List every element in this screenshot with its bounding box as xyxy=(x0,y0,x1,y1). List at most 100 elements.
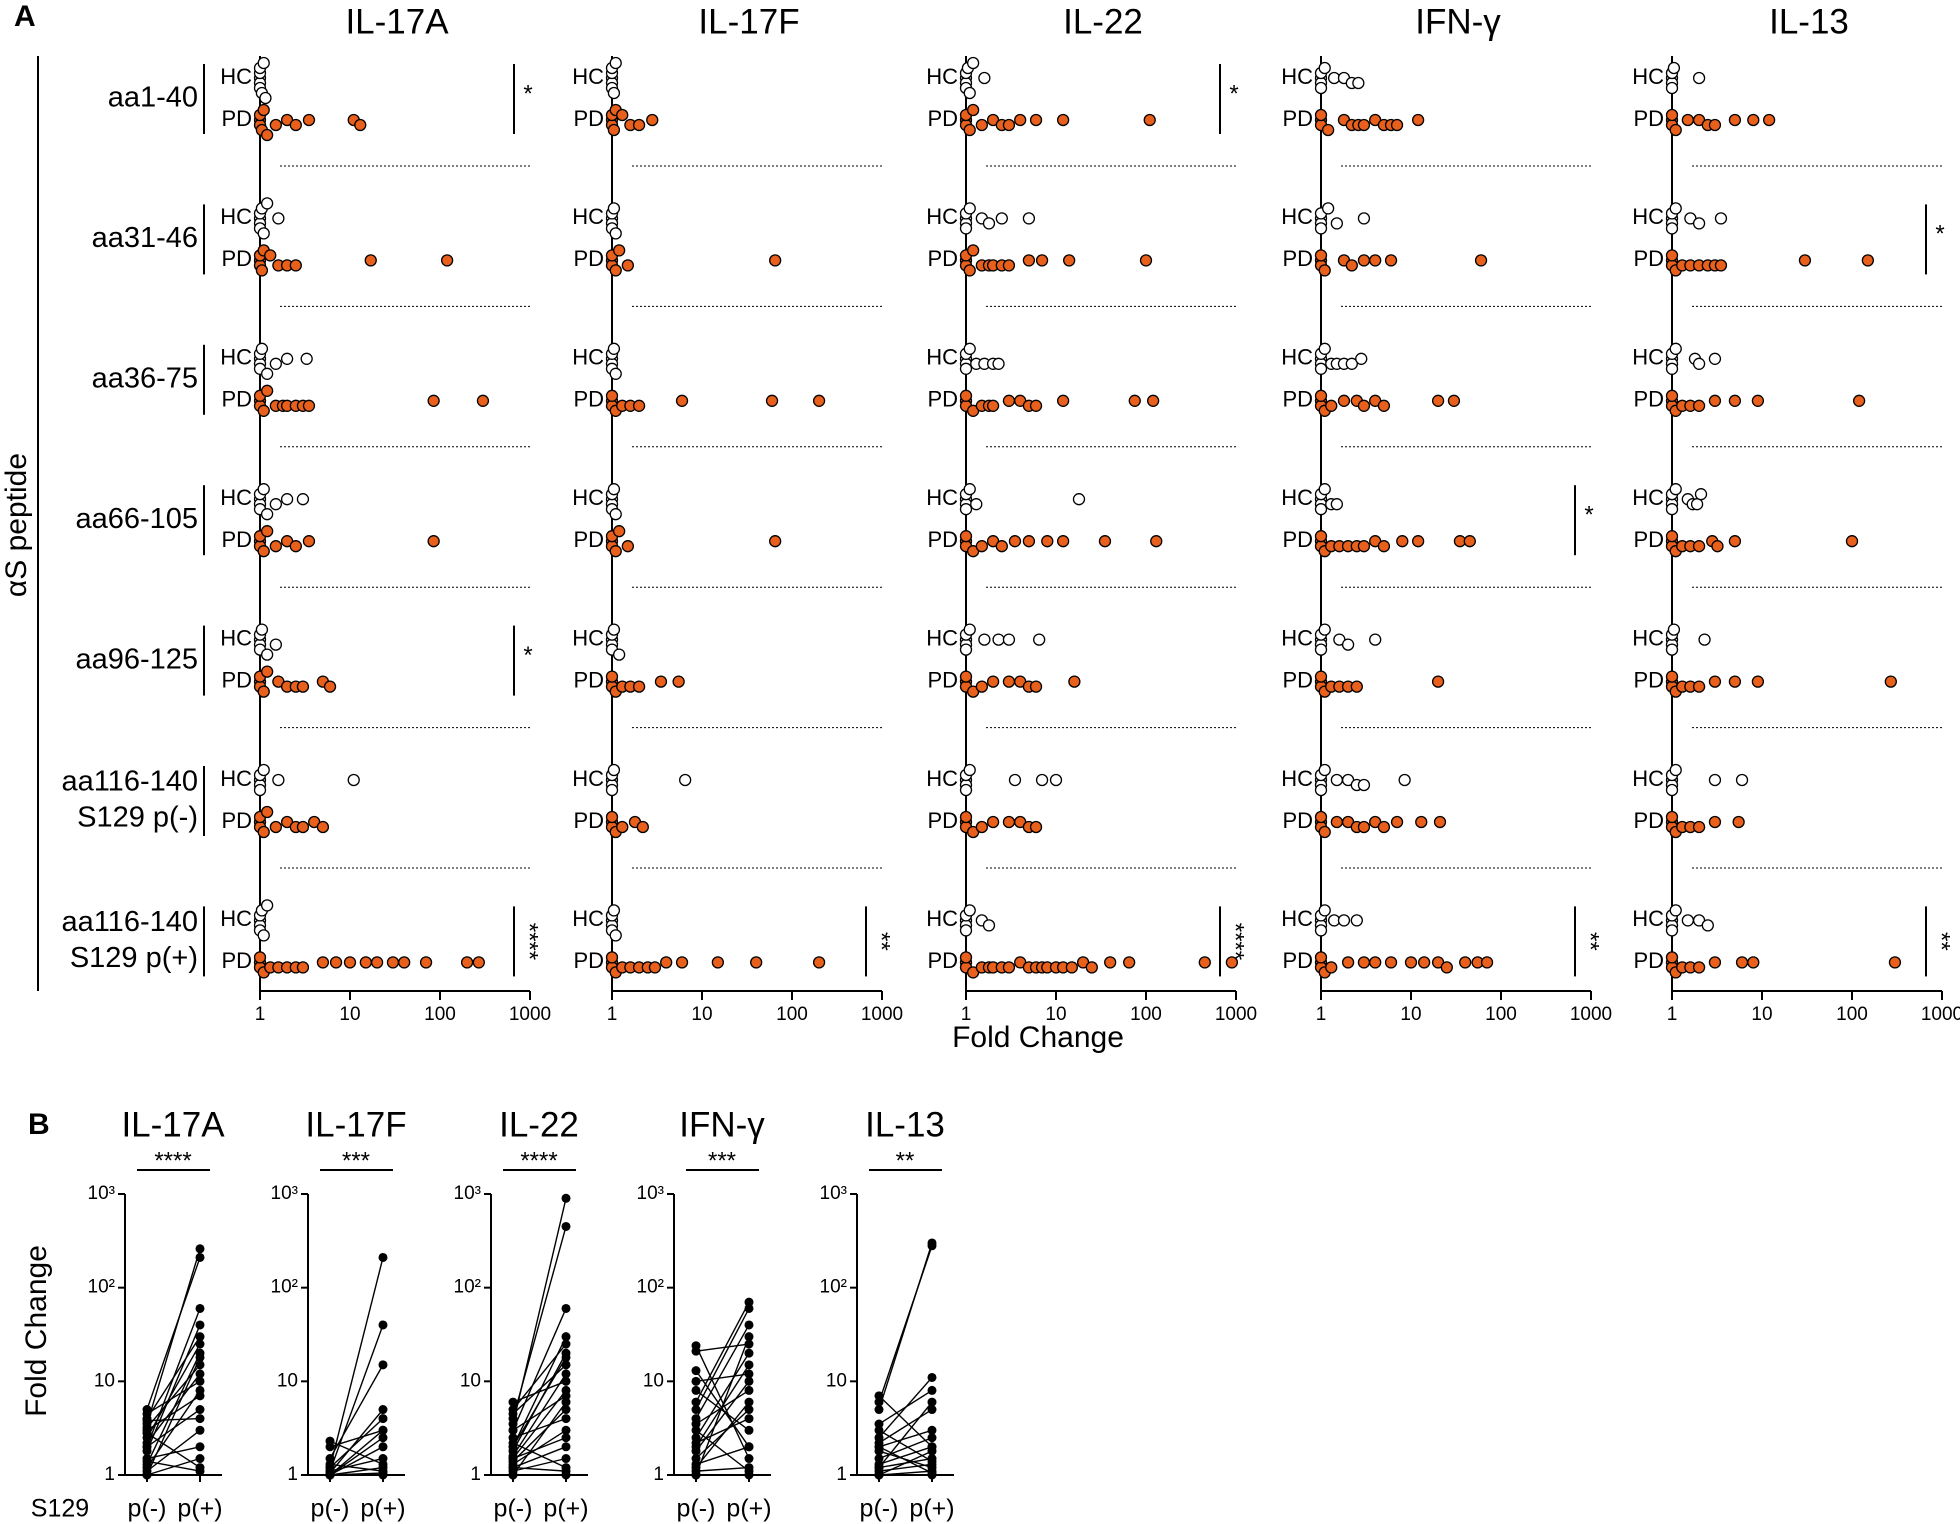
data-point xyxy=(927,1433,937,1443)
data-point xyxy=(648,961,662,974)
x-tick-label: 1000 xyxy=(1921,1004,1960,1025)
data-point xyxy=(621,259,634,272)
data-point xyxy=(1728,113,1742,127)
data-point xyxy=(316,820,330,834)
data-point xyxy=(508,1425,518,1435)
y-tick-label: 10³ xyxy=(454,1183,481,1204)
data-point xyxy=(343,956,357,969)
group-label: HC xyxy=(572,485,604,510)
data-point xyxy=(359,956,372,969)
data-point xyxy=(1002,815,1016,829)
data-point xyxy=(195,1360,205,1370)
data-point xyxy=(612,244,626,257)
x-tick-label: p(-) xyxy=(128,1495,167,1523)
group-label: PD xyxy=(573,246,604,271)
data-point xyxy=(874,1442,884,1452)
group-label: HC xyxy=(220,766,252,791)
pair-line xyxy=(695,1352,750,1439)
data-point xyxy=(378,1405,388,1415)
y-tick-label: 10² xyxy=(271,1277,298,1298)
group-label: HC xyxy=(1632,485,1664,510)
data-point xyxy=(195,1332,205,1342)
data-point xyxy=(1350,680,1363,693)
group-label: PD xyxy=(1282,387,1313,412)
group-label: HC xyxy=(220,906,252,931)
data-point xyxy=(195,1442,205,1452)
y-tick-label: 10³ xyxy=(88,1183,115,1204)
group-label: PD xyxy=(927,667,958,692)
data-point xyxy=(1735,956,1749,969)
data-point xyxy=(1128,394,1141,407)
data-point xyxy=(744,1369,754,1379)
data-point xyxy=(296,820,310,834)
data-point xyxy=(874,1391,884,1401)
data-point xyxy=(1139,254,1153,267)
data-point xyxy=(195,1303,205,1313)
significance-label: * xyxy=(1229,80,1238,107)
group-label: PD xyxy=(1282,106,1313,131)
data-point xyxy=(269,498,282,511)
data-point xyxy=(609,929,622,942)
data-point xyxy=(616,820,629,834)
data-point xyxy=(1665,503,1679,516)
data-point xyxy=(296,961,310,974)
data-point xyxy=(323,680,337,693)
data-point xyxy=(1314,222,1328,235)
x-tick-label: p(+) xyxy=(909,1495,954,1523)
data-point xyxy=(378,1433,388,1443)
pair-line xyxy=(146,1432,201,1469)
data-point xyxy=(1665,222,1679,235)
data-point xyxy=(1325,961,1338,974)
data-point xyxy=(959,389,973,402)
x-tick-label: 100 xyxy=(424,1004,456,1025)
data-point xyxy=(1692,680,1706,693)
pair-line xyxy=(695,1345,750,1459)
pair-line xyxy=(695,1373,750,1383)
y-tick-label: 10 xyxy=(94,1370,115,1391)
x-tick-label: 10 xyxy=(1751,1004,1772,1025)
data-point xyxy=(1447,394,1461,407)
chart-title: IL-17F xyxy=(698,2,799,41)
pair-line xyxy=(329,1440,384,1465)
x-tick-label: 1000 xyxy=(509,1004,551,1025)
data-point xyxy=(142,1442,152,1452)
pair-line xyxy=(878,1450,933,1476)
y-tick-label: 10 xyxy=(277,1370,298,1391)
data-point xyxy=(257,404,270,417)
data-point xyxy=(1022,535,1036,548)
data-point xyxy=(1384,254,1398,267)
data-point xyxy=(347,773,360,787)
pair-line xyxy=(878,1395,933,1448)
pair-line xyxy=(695,1389,750,1431)
data-point xyxy=(744,1360,754,1370)
data-point xyxy=(257,825,270,839)
data-point xyxy=(1033,633,1046,646)
data-point xyxy=(1318,825,1331,839)
data-point xyxy=(1314,643,1328,656)
data-point xyxy=(750,956,763,969)
data-point xyxy=(959,951,973,964)
data-point xyxy=(1008,773,1022,787)
data-point xyxy=(195,1466,205,1476)
group-label: HC xyxy=(1281,625,1313,650)
data-point xyxy=(195,1405,205,1415)
group-label: PD xyxy=(221,246,252,271)
data-point xyxy=(260,899,274,912)
data-point xyxy=(609,227,622,240)
data-point xyxy=(1355,352,1368,365)
x-tick-label: 10 xyxy=(1400,1004,1421,1025)
data-point xyxy=(605,783,619,797)
group-label: HC xyxy=(1632,64,1664,89)
data-point xyxy=(1330,815,1343,829)
data-point xyxy=(1747,956,1760,969)
data-point xyxy=(325,1436,335,1446)
group-label: HC xyxy=(1281,345,1313,370)
data-point xyxy=(1694,488,1708,501)
data-point xyxy=(289,259,302,272)
data-point xyxy=(654,675,668,688)
data-point xyxy=(561,1442,571,1452)
chart-title: IL-22 xyxy=(499,1105,579,1144)
y-tick-label: 1 xyxy=(836,1464,847,1485)
data-point xyxy=(398,956,411,969)
data-point xyxy=(607,86,621,100)
